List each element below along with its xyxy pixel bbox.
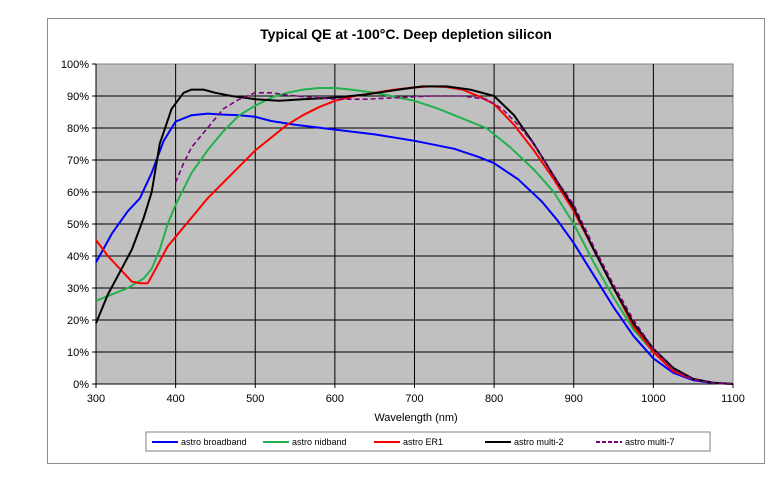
x-tick-label: 900 — [565, 393, 583, 405]
y-tick-label: 100% — [61, 59, 89, 71]
legend-label-1: astro broadband — [181, 437, 247, 447]
y-tick-label: 50% — [67, 219, 89, 231]
x-tick-label: 600 — [326, 393, 344, 405]
x-tick-label: 1000 — [641, 393, 665, 405]
x-tick-label: 400 — [166, 393, 184, 405]
legend: astro broadband astro nidband astro ER1 ast… — [152, 437, 675, 447]
series-line-2 — [95, 87, 734, 385]
legend-box — [145, 431, 711, 452]
chart-svg: Typical QE at -100°C. Deep depletion sil… — [61, 26, 745, 452]
legend-label-2: astro nidband — [292, 437, 347, 447]
y-tick-label: 20% — [67, 315, 89, 327]
chart-frame: Typical QE at -100°C. Deep depletion sil… — [47, 18, 765, 464]
series-lines — [95, 85, 734, 385]
x-tick-label: 500 — [246, 393, 264, 405]
y-tick-label: 10% — [67, 347, 89, 359]
x-tick-label: 800 — [485, 393, 503, 405]
plot-area — [95, 63, 734, 385]
x-tick-label: 1100 — [721, 393, 745, 405]
x-axis-label: Wavelength (nm) — [374, 412, 457, 424]
legend-label-3: astro ER1 — [403, 437, 443, 447]
series-line-5 — [174, 92, 734, 385]
y-tick-label: 90% — [67, 91, 89, 103]
y-tick-label: 80% — [67, 123, 89, 135]
y-tick-label: 40% — [67, 251, 89, 263]
x-tick-label: 700 — [405, 393, 423, 405]
axes: 0% 10% 20% 30% 40% 50% 60% 70% 80% 90% 100% 300 400 5… — [61, 59, 745, 405]
y-tick-label: 30% — [67, 283, 89, 295]
x-tick-label: 300 — [87, 393, 105, 405]
series-line-4 — [95, 85, 734, 385]
series-line-1 — [95, 112, 734, 385]
y-tick-label: 70% — [67, 155, 89, 167]
y-tick-label: 60% — [67, 187, 89, 199]
y-tick-label: 0% — [73, 379, 89, 391]
legend-label-4: astro multi-2 — [514, 437, 564, 447]
legend-label-5: astro multi-7 — [625, 437, 675, 447]
chart-title: Typical QE at -100°C. Deep depletion sil… — [260, 26, 552, 42]
